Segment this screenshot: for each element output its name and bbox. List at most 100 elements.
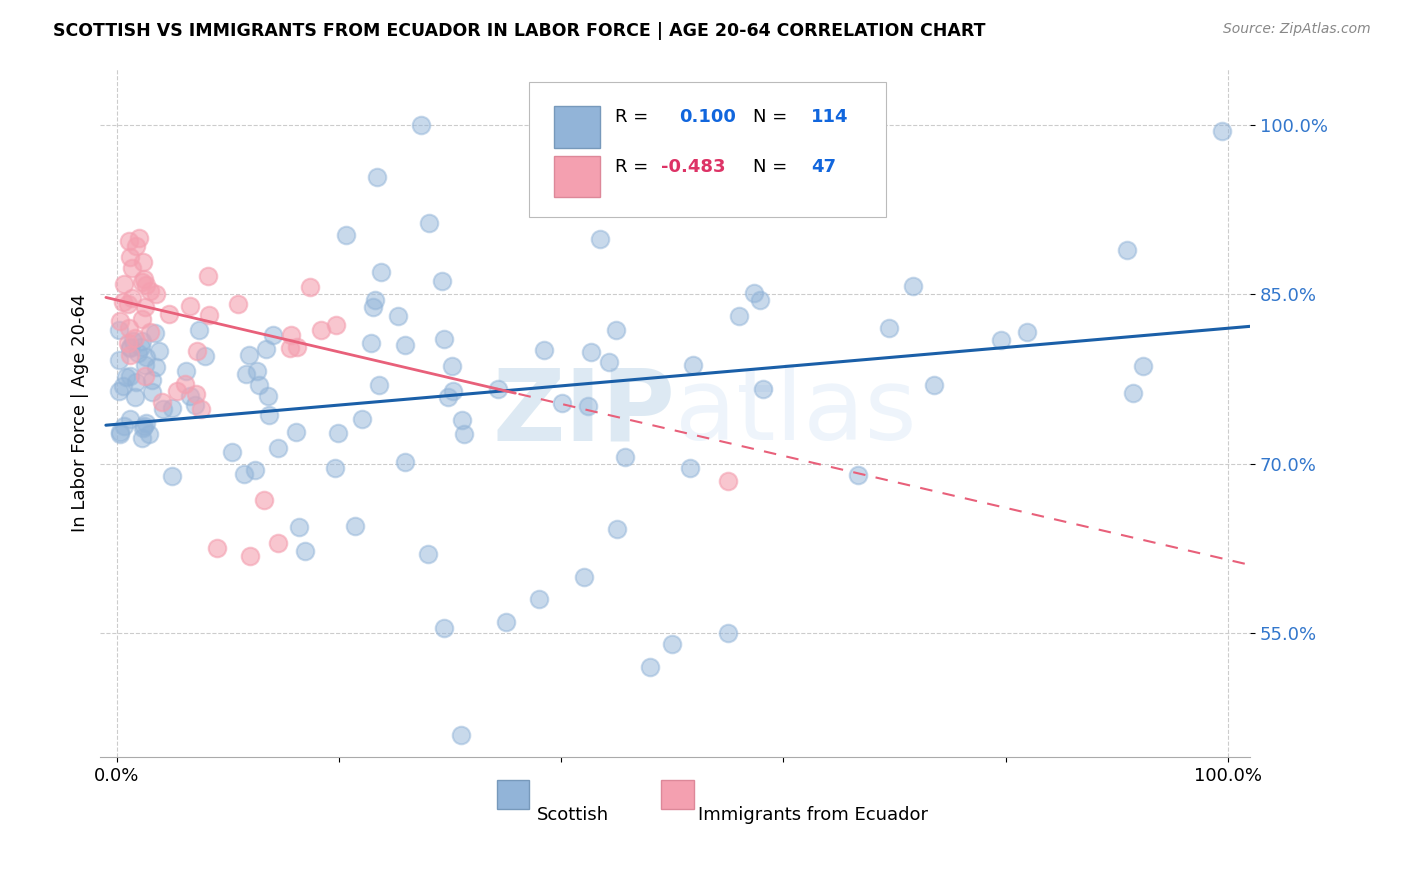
Point — [551, 396, 574, 410]
Text: N =: N = — [754, 108, 793, 126]
Point — [679, 460, 702, 475]
Text: Source: ZipAtlas.com: Source: ZipAtlas.com — [1223, 22, 1371, 37]
Point — [450, 728, 472, 742]
Point — [124, 390, 146, 404]
Point — [139, 326, 162, 340]
Point — [138, 426, 160, 441]
Point — [129, 340, 152, 354]
Point — [1132, 359, 1154, 373]
Point — [141, 384, 163, 399]
Point — [118, 321, 141, 335]
Point — [352, 411, 374, 425]
Point — [135, 350, 157, 364]
Point — [145, 326, 167, 340]
Point — [287, 520, 309, 534]
Point — [495, 615, 517, 629]
Point — [228, 297, 250, 311]
Point — [145, 287, 167, 301]
Point — [108, 426, 131, 441]
Point — [394, 455, 416, 469]
Point — [174, 364, 197, 378]
Point — [323, 461, 346, 475]
Point — [120, 341, 142, 355]
Point — [325, 318, 347, 332]
Point — [253, 492, 276, 507]
Point — [298, 279, 321, 293]
Point — [285, 425, 308, 439]
Point — [614, 450, 637, 465]
Point — [118, 340, 141, 354]
Point — [120, 411, 142, 425]
Point — [131, 421, 153, 435]
Text: SCOTTISH VS IMMIGRANTS FROM ECUADOR IN LABOR FORCE | AGE 20-64 CORRELATION CHART: SCOTTISH VS IMMIGRANTS FROM ECUADOR IN L… — [53, 22, 986, 40]
Point — [717, 474, 740, 488]
Point — [157, 307, 180, 321]
Point — [1122, 385, 1144, 400]
Point — [117, 336, 139, 351]
Point — [366, 169, 388, 184]
Point — [1017, 325, 1039, 339]
Point — [572, 570, 595, 584]
Point — [121, 291, 143, 305]
Point — [267, 536, 290, 550]
Point — [344, 519, 367, 533]
Point — [638, 660, 661, 674]
Point — [901, 278, 924, 293]
Point — [134, 358, 156, 372]
Point — [186, 343, 208, 358]
Point — [605, 323, 627, 337]
Point — [235, 367, 257, 381]
Point — [598, 355, 620, 369]
Point — [589, 232, 612, 246]
Point — [411, 118, 433, 132]
Point — [416, 547, 439, 561]
Point — [198, 309, 221, 323]
Point — [280, 327, 302, 342]
Point — [430, 274, 453, 288]
Point — [1116, 244, 1139, 258]
Point — [114, 370, 136, 384]
Point — [131, 312, 153, 326]
Point — [135, 416, 157, 430]
Point — [160, 469, 183, 483]
Y-axis label: In Labor Force | Age 20-64: In Labor Force | Age 20-64 — [72, 293, 89, 533]
Point — [486, 382, 509, 396]
Point — [246, 363, 269, 377]
Point — [285, 340, 308, 354]
Point — [131, 275, 153, 289]
Point — [579, 344, 602, 359]
Point — [363, 300, 385, 314]
Point — [197, 269, 219, 284]
Point — [179, 300, 201, 314]
Point — [309, 323, 332, 337]
Point — [152, 395, 174, 409]
Text: 0.100: 0.100 — [679, 108, 735, 126]
Point — [922, 378, 945, 392]
Point — [108, 425, 131, 439]
Point — [267, 441, 290, 455]
Point — [846, 467, 869, 482]
Point — [184, 398, 207, 412]
Point — [661, 637, 683, 651]
Point — [179, 389, 201, 403]
Point — [148, 344, 170, 359]
Point — [294, 544, 316, 558]
Point — [194, 349, 217, 363]
Point — [205, 541, 228, 556]
Point — [145, 359, 167, 374]
FancyBboxPatch shape — [554, 106, 600, 148]
Point — [394, 338, 416, 352]
Text: R =: R = — [616, 108, 654, 126]
FancyBboxPatch shape — [529, 82, 886, 217]
Point — [245, 462, 267, 476]
Text: 47: 47 — [811, 158, 835, 176]
Point — [451, 413, 474, 427]
Point — [360, 336, 382, 351]
Text: -0.483: -0.483 — [661, 158, 725, 176]
FancyBboxPatch shape — [554, 156, 600, 197]
Point — [124, 331, 146, 345]
Point — [174, 377, 197, 392]
FancyBboxPatch shape — [661, 780, 693, 809]
Point — [121, 260, 143, 275]
Point — [108, 314, 131, 328]
